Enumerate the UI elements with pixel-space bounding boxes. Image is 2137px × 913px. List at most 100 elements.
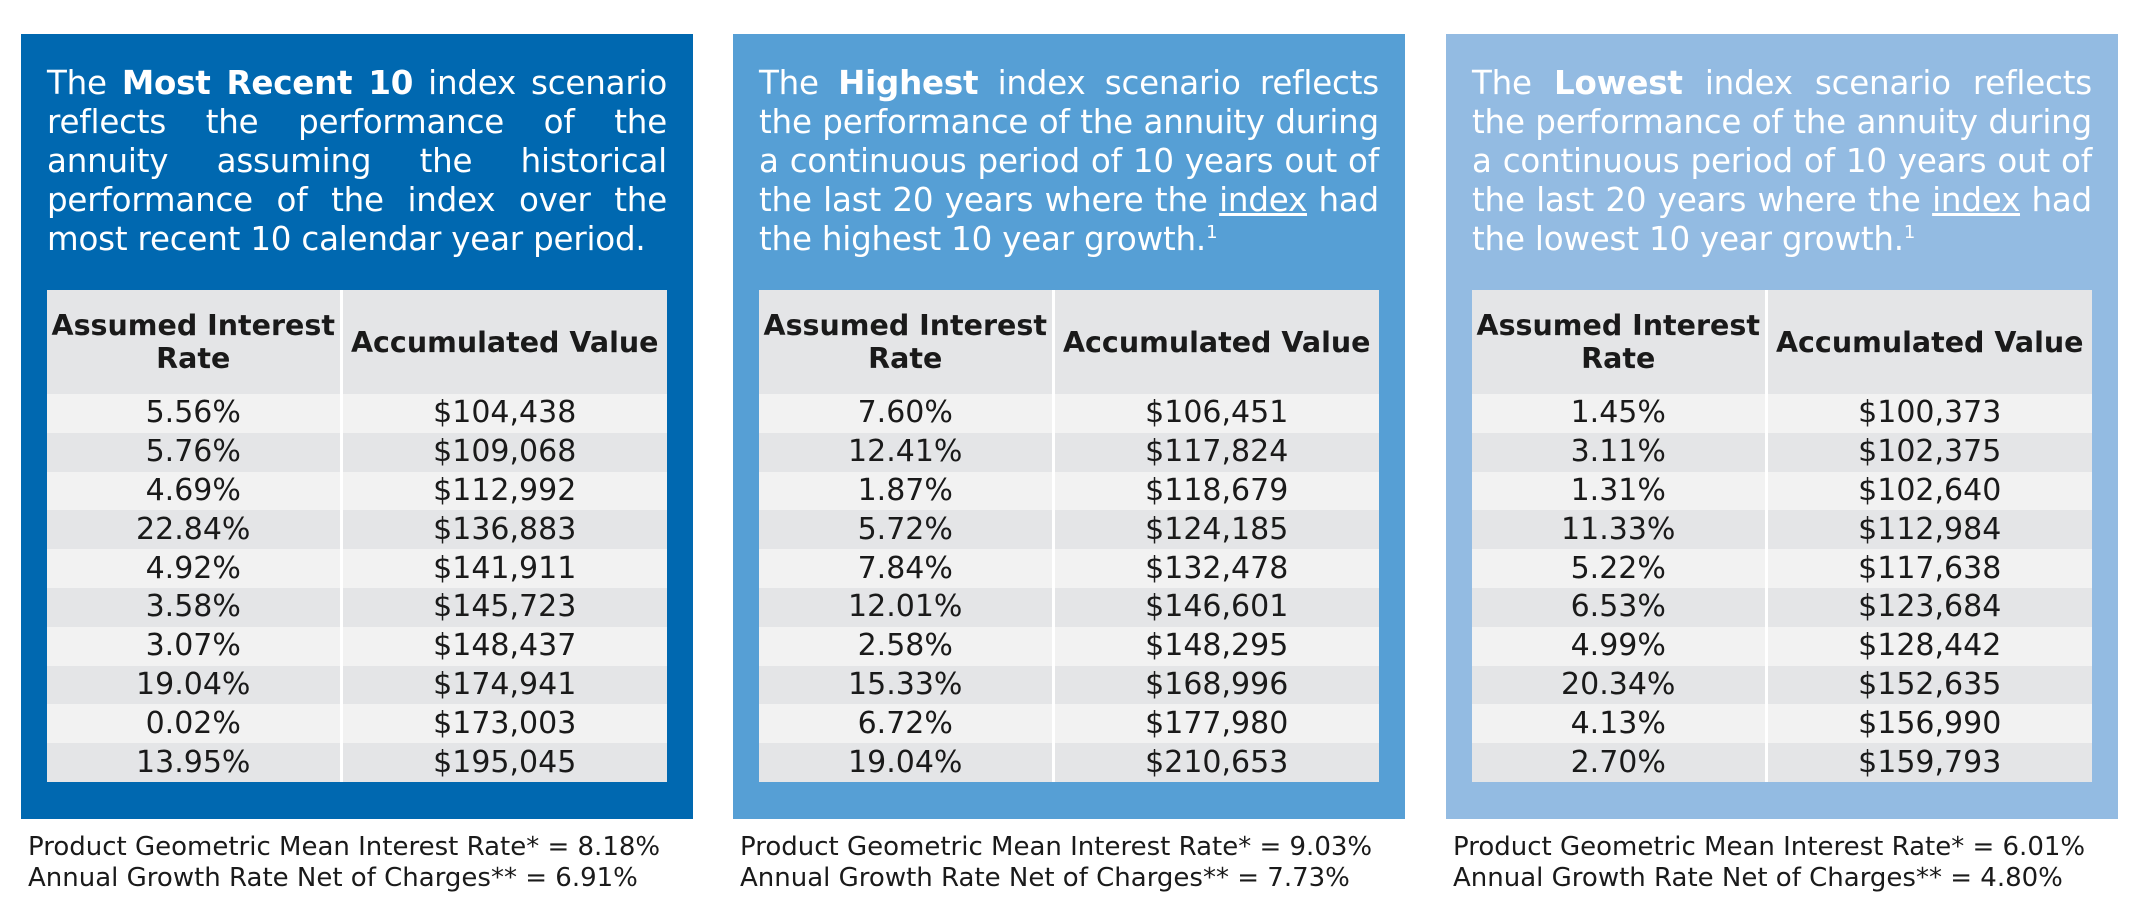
table-row: 4.99% $128,442	[1472, 626, 2092, 666]
desc-suffix: had the lowest 10 year growth.	[1472, 181, 2092, 258]
geometric-mean-rate: Product Geometric Mean Interest Rate* = …	[1453, 832, 2086, 862]
col-header-accumulated-value: Accumulated Value	[1766, 290, 2092, 394]
value-cell: $104,438	[341, 394, 667, 433]
col-header-accumulated-value: Accumulated Value	[1053, 290, 1379, 394]
rate-cell: 3.58%	[47, 587, 343, 627]
rate-cell: 1.87%	[759, 471, 1055, 511]
rate-cell: 1.45%	[1472, 394, 1768, 433]
value-cell: $156,990	[1766, 704, 2092, 744]
table-row: 2.70% $159,793	[1472, 743, 2092, 782]
value-cell: $145,723	[341, 587, 667, 627]
table-row: 15.33% $168,996	[759, 665, 1379, 705]
value-cell: $159,793	[1766, 743, 2092, 782]
desc-prefix: The	[47, 64, 122, 102]
table-row: 12.01% $146,601	[759, 587, 1379, 627]
value-cell: $124,185	[1053, 510, 1379, 550]
table-row: 19.04% $174,941	[47, 665, 667, 705]
table-row: 6.72% $177,980	[759, 704, 1379, 744]
value-cell: $148,437	[341, 626, 667, 666]
desc-suffix: had the highest 10 year growth.	[759, 181, 1379, 258]
value-cell: $123,684	[1766, 587, 2092, 627]
table-row: 1.87% $118,679	[759, 471, 1379, 511]
value-cell: $112,992	[341, 471, 667, 511]
desc-prefix: The	[1472, 64, 1554, 102]
table-row: 1.45% $100,373	[1472, 394, 2092, 433]
scenario-description: The Lowest index scenario reflects the p…	[1472, 64, 2092, 278]
rate-cell: 4.99%	[1472, 626, 1768, 666]
scenario-panel-lowest: The Lowest index scenario reflects the p…	[1446, 34, 2118, 819]
rate-cell: 19.04%	[47, 665, 343, 705]
desc-text: index scenario reflects the performance …	[1472, 64, 2092, 219]
panel-footer-most-recent: Product Geometric Mean Interest Rate* = …	[28, 832, 660, 894]
col-header-accumulated-value: Accumulated Value	[341, 290, 667, 394]
rate-cell: 5.72%	[759, 510, 1055, 550]
rate-cell: 20.34%	[1472, 665, 1768, 705]
table-row: 6.53% $123,684	[1472, 587, 2092, 627]
value-cell: $106,451	[1053, 394, 1379, 433]
rate-cell: 0.02%	[47, 704, 343, 744]
value-cell: $210,653	[1053, 743, 1379, 782]
scenario-panel-most-recent: The Most Recent 10 index scenario reflec…	[21, 34, 693, 819]
table-row: 11.33% $112,984	[1472, 510, 2092, 550]
value-cell: $168,996	[1053, 665, 1379, 705]
accumulation-table: Assumed Interest Rate Accumulated Value …	[47, 290, 667, 782]
rate-cell: 3.07%	[47, 626, 343, 666]
value-cell: $136,883	[341, 510, 667, 550]
scenario-description: The Highest index scenario reflects the …	[759, 64, 1379, 278]
table-row: 7.60% $106,451	[759, 394, 1379, 433]
rate-cell: 1.31%	[1472, 471, 1768, 511]
index-link[interactable]: index	[1219, 181, 1308, 219]
value-cell: $148,295	[1053, 626, 1379, 666]
index-link[interactable]: index	[1932, 181, 2021, 219]
value-cell: $174,941	[341, 665, 667, 705]
value-cell: $117,824	[1053, 432, 1379, 472]
scenario-description: The Most Recent 10 index scenario reflec…	[47, 64, 667, 278]
rate-cell: 4.92%	[47, 549, 343, 588]
table-row: 19.04% $210,653	[759, 743, 1379, 782]
table-row: 2.58% $148,295	[759, 626, 1379, 666]
rate-cell: 11.33%	[1472, 510, 1768, 550]
table-row: 5.56% $104,438	[47, 394, 667, 433]
table-row: 5.72% $124,185	[759, 510, 1379, 550]
value-cell: $132,478	[1053, 549, 1379, 588]
table-row: 3.58% $145,723	[47, 587, 667, 627]
value-cell: $102,640	[1766, 471, 2092, 511]
table-row: 5.22% $117,638	[1472, 549, 2092, 588]
value-cell: $117,638	[1766, 549, 2092, 588]
table-row: 3.11% $102,375	[1472, 432, 2092, 472]
value-cell: $146,601	[1053, 587, 1379, 627]
accumulation-table: Assumed Interest Rate Accumulated Value …	[759, 290, 1379, 782]
rate-cell: 19.04%	[759, 743, 1055, 782]
col-header-interest-rate: Assumed Interest Rate	[759, 290, 1055, 394]
scenario-name: Lowest	[1553, 64, 1683, 102]
rate-cell: 6.72%	[759, 704, 1055, 744]
value-cell: $118,679	[1053, 471, 1379, 511]
col-header-interest-rate: Assumed Interest Rate	[1472, 290, 1768, 394]
value-cell: $173,003	[341, 704, 667, 744]
value-cell: $177,980	[1053, 704, 1379, 744]
desc-prefix: The	[759, 64, 839, 102]
table-header-row: Assumed Interest Rate Accumulated Value	[759, 290, 1379, 394]
col-header-interest-rate: Assumed Interest Rate	[47, 290, 343, 394]
table-row: 20.34% $152,635	[1472, 665, 2092, 705]
table-row: 4.13% $156,990	[1472, 704, 2092, 744]
annual-growth-rate: Annual Growth Rate Net of Charges** = 4.…	[1453, 863, 2063, 893]
rate-cell: 2.70%	[1472, 743, 1768, 782]
rate-cell: 15.33%	[759, 665, 1055, 705]
table-header-row: Assumed Interest Rate Accumulated Value	[1472, 290, 2092, 394]
value-cell: $102,375	[1766, 432, 2092, 472]
table-row: 22.84% $136,883	[47, 510, 667, 550]
rate-cell: 6.53%	[1472, 587, 1768, 627]
rate-cell: 12.01%	[759, 587, 1055, 627]
panel-footer-highest: Product Geometric Mean Interest Rate* = …	[740, 832, 1372, 894]
table-row: 0.02% $173,003	[47, 704, 667, 744]
desc-text: index scenario reflects the performance …	[759, 64, 1379, 219]
panel-footer-lowest: Product Geometric Mean Interest Rate* = …	[1453, 832, 2085, 894]
rate-cell: 4.13%	[1472, 704, 1768, 744]
table-row: 3.07% $148,437	[47, 626, 667, 666]
value-cell: $112,984	[1766, 510, 2092, 550]
rate-cell: 5.22%	[1472, 549, 1768, 588]
table-row: 1.31% $102,640	[1472, 471, 2092, 511]
rate-cell: 4.69%	[47, 471, 343, 511]
footnote-marker: 1	[1206, 222, 1218, 244]
